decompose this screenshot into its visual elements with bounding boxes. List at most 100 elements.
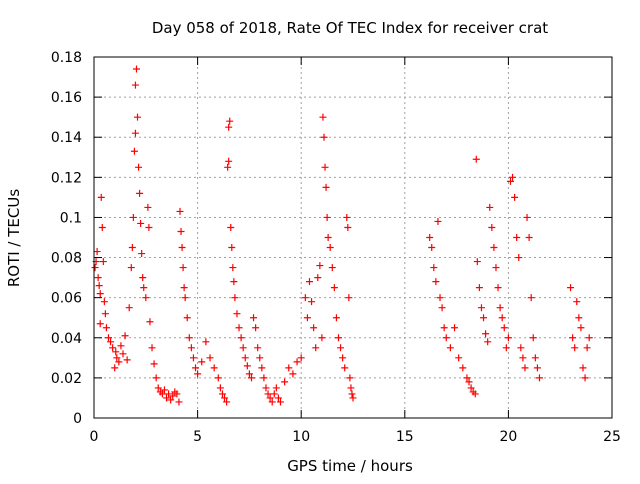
data-point xyxy=(227,223,235,231)
data-point xyxy=(436,294,444,302)
data-point xyxy=(326,244,334,252)
data-point xyxy=(250,314,258,322)
data-point xyxy=(322,183,330,191)
data-point xyxy=(473,258,481,266)
data-point xyxy=(131,129,139,137)
data-point xyxy=(270,390,278,398)
data-point xyxy=(488,223,496,231)
data-point xyxy=(274,394,282,402)
data-point xyxy=(119,350,127,358)
data-point xyxy=(135,163,143,171)
data-point xyxy=(523,213,531,221)
data-point xyxy=(471,390,479,398)
data-point xyxy=(492,264,500,272)
data-point xyxy=(527,294,535,302)
data-point xyxy=(475,284,483,292)
data-point xyxy=(521,364,529,372)
data-point xyxy=(428,244,436,252)
data-point xyxy=(96,320,104,328)
data-point xyxy=(301,294,309,302)
data-point xyxy=(239,344,247,352)
data-point xyxy=(158,390,166,398)
data-point xyxy=(224,163,232,171)
data-point xyxy=(176,207,184,215)
data-point xyxy=(218,390,226,398)
data-point xyxy=(109,344,117,352)
data-point xyxy=(585,334,593,342)
data-point xyxy=(529,334,537,342)
data-point xyxy=(94,274,102,282)
data-point xyxy=(180,284,188,292)
data-point xyxy=(142,294,150,302)
data-point xyxy=(303,314,311,322)
y-tick-label: 0.18 xyxy=(51,50,82,66)
data-point xyxy=(131,81,139,89)
data-point xyxy=(254,344,262,352)
data-point xyxy=(175,398,183,406)
data-point xyxy=(345,294,353,302)
data-point xyxy=(498,314,506,322)
data-point xyxy=(230,278,238,286)
data-point xyxy=(167,396,175,404)
data-point xyxy=(145,223,153,231)
data-point xyxy=(105,334,113,342)
data-point xyxy=(115,358,123,366)
data-point xyxy=(347,384,355,392)
data-point xyxy=(127,264,135,272)
data-point xyxy=(221,394,229,402)
data-point xyxy=(154,384,162,392)
data-point xyxy=(139,274,147,282)
data-point xyxy=(567,284,575,292)
data-point xyxy=(169,392,177,400)
data-point xyxy=(223,398,231,406)
data-point xyxy=(144,203,152,211)
data-point xyxy=(276,398,284,406)
data-point xyxy=(486,203,494,211)
data-point xyxy=(226,117,234,125)
data-point xyxy=(187,344,195,352)
data-point xyxy=(440,324,448,332)
data-point xyxy=(430,264,438,272)
data-point xyxy=(318,334,326,342)
data-point xyxy=(426,234,434,241)
data-point xyxy=(305,278,313,286)
data-point xyxy=(463,374,471,382)
data-point xyxy=(480,314,488,322)
data-point xyxy=(319,113,327,121)
y-tick-label: 0.04 xyxy=(51,331,82,347)
data-point xyxy=(112,348,120,356)
data-point xyxy=(111,364,119,372)
x-tick-label: 25 xyxy=(603,429,621,445)
data-point xyxy=(525,234,533,241)
data-point xyxy=(148,344,156,352)
data-point xyxy=(348,390,356,398)
data-point xyxy=(328,264,336,272)
data-point xyxy=(136,189,144,197)
data-point xyxy=(96,290,104,298)
data-point xyxy=(484,338,492,346)
data-point xyxy=(225,123,233,131)
data-point xyxy=(490,244,498,252)
data-point xyxy=(192,364,200,372)
data-point xyxy=(165,390,173,398)
y-axis-label: ROTI / TECUs xyxy=(5,189,23,287)
data-point xyxy=(237,334,245,342)
data-point xyxy=(231,294,239,302)
data-point xyxy=(432,278,440,286)
data-point xyxy=(150,360,158,368)
x-tick-label: 0 xyxy=(90,429,99,445)
data-point xyxy=(509,173,517,181)
data-point xyxy=(206,354,214,362)
data-point xyxy=(185,334,193,342)
data-point xyxy=(178,244,186,252)
data-point xyxy=(285,364,293,372)
data-point xyxy=(125,304,133,312)
data-point xyxy=(194,370,202,378)
data-point xyxy=(272,384,280,392)
data-point xyxy=(451,324,459,332)
data-point xyxy=(531,354,539,362)
data-point xyxy=(446,344,454,352)
data-point xyxy=(146,318,154,326)
data-point xyxy=(434,217,442,225)
